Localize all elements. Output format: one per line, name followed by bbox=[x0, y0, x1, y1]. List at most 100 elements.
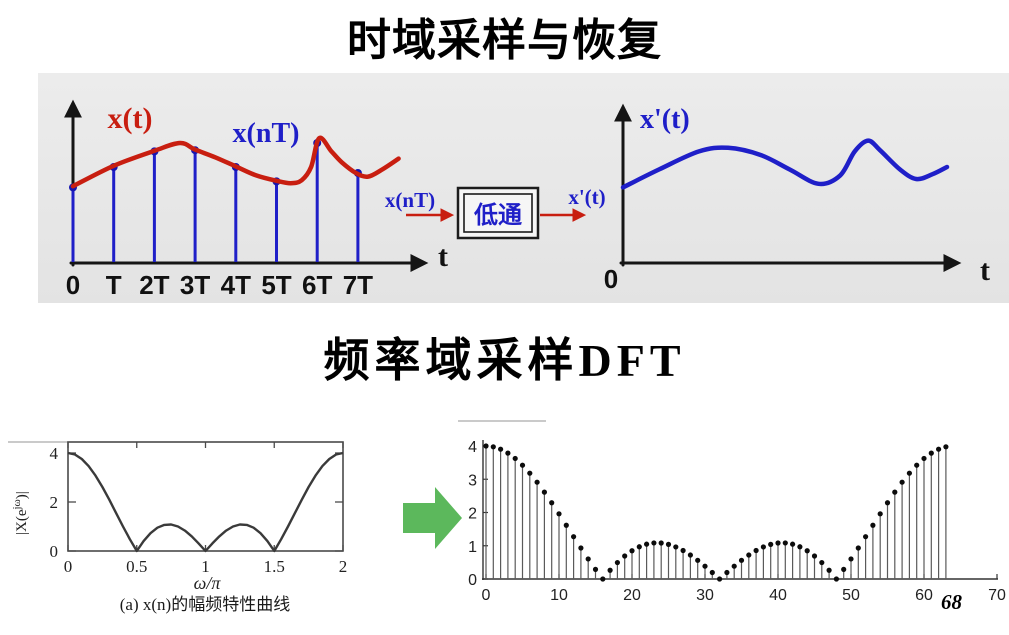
stem-dot bbox=[848, 556, 854, 562]
stem-dot bbox=[921, 455, 927, 462]
stem-dot bbox=[914, 462, 920, 468]
stem-dot bbox=[870, 522, 876, 528]
stem-dot bbox=[490, 444, 496, 450]
stem-dot bbox=[709, 569, 715, 576]
y-tick-label: 4 bbox=[468, 439, 477, 456]
stem-dot bbox=[928, 450, 934, 456]
lowpass-block-inner-border bbox=[463, 193, 533, 233]
axis-ticks: 0 10 20 30 40 50 60 70 0 1 2 3 4 bbox=[468, 439, 1006, 604]
stem-dot bbox=[636, 544, 642, 550]
stem-dot bbox=[505, 450, 511, 456]
recovered-signal-plot: x'(t) 0 t bbox=[604, 103, 990, 294]
stem-dot bbox=[731, 563, 737, 569]
x-axis-label-t: t bbox=[980, 254, 990, 287]
stem-dot bbox=[695, 557, 701, 563]
curve-label-xt: x(t) bbox=[108, 102, 153, 135]
x-tick-label: 70 bbox=[988, 587, 1006, 604]
stem-dot bbox=[585, 556, 591, 562]
figure-caption: (a) x(n)的幅频特性曲线 bbox=[120, 595, 290, 614]
filter-output-label: x'(t) bbox=[568, 185, 605, 209]
stem-dot bbox=[527, 470, 533, 476]
y-tick-label: 0 bbox=[50, 542, 59, 561]
stem-dot bbox=[592, 566, 599, 572]
stem-dot bbox=[622, 553, 628, 559]
y-axis-label: |X(ejω)| bbox=[11, 491, 30, 535]
stem-dot bbox=[797, 544, 803, 550]
stem-dot bbox=[673, 544, 679, 550]
stem-dot bbox=[943, 444, 949, 450]
x-tick-label: 0 bbox=[482, 587, 491, 604]
stem-dot bbox=[892, 489, 898, 495]
stem-dot bbox=[556, 511, 562, 517]
stem-dot bbox=[483, 443, 489, 449]
x-tick-label: 1.5 bbox=[264, 557, 285, 576]
stem-dot bbox=[724, 569, 730, 576]
stem-dot bbox=[906, 470, 912, 476]
stem-dot bbox=[738, 557, 745, 563]
y-tick-label: 4 bbox=[50, 444, 59, 463]
stem-dot bbox=[534, 479, 540, 485]
stem-dot bbox=[855, 545, 861, 551]
sampling-recovery-diagram: x(t) x(nT) 0 T 2T 3T 4T 5T 6T 7T t x(nT) 低通 x'(… bbox=[64, 99, 990, 300]
stem-dot bbox=[687, 552, 693, 558]
stem-dot bbox=[519, 462, 526, 468]
magnitude-curve bbox=[67, 451, 344, 553]
axis-tick-label: 6T bbox=[302, 270, 332, 300]
x-tick-label: 60 bbox=[915, 587, 933, 604]
x-axis-tick-labels: 0 T 2T 3T 4T 5T 6T 7T bbox=[66, 270, 373, 300]
stem-dot bbox=[549, 500, 555, 506]
lowpass-block-label: 低通 bbox=[473, 202, 522, 229]
axis-ticks: 0 0.5 1 1.5 2 0 2 4 bbox=[50, 442, 348, 576]
dtft-magnitude-chart: 0 0.5 1 1.5 2 0 2 4 |X(ejω)| ω/π (a) x(n)的幅频特性曲… bbox=[8, 441, 348, 614]
stem-dot bbox=[877, 511, 883, 517]
stem-dot bbox=[833, 576, 839, 582]
stem-dot bbox=[629, 548, 635, 554]
stem-dot bbox=[651, 540, 657, 546]
stem-dot bbox=[607, 567, 613, 573]
stem-dot bbox=[665, 541, 672, 547]
page-title: 时域采样与恢复 bbox=[347, 16, 662, 65]
curve-label-xpt: x'(t) bbox=[640, 104, 690, 135]
stem-dot bbox=[717, 576, 723, 582]
stem-dot bbox=[782, 540, 788, 546]
dft-stem-chart: 0 10 20 30 40 50 60 70 0 1 2 3 4 bbox=[458, 420, 1006, 604]
stem-dot bbox=[884, 500, 891, 506]
stem-dot bbox=[746, 552, 752, 558]
stem-dot bbox=[498, 446, 504, 452]
x-tick-label: 0 bbox=[64, 557, 73, 576]
x-tick-label: 2 bbox=[339, 557, 348, 576]
stem-dot bbox=[753, 547, 759, 554]
time-sampling-figure: x(t) x(nT) 0 T 2T 3T 4T 5T 6T 7T t x(nT) 低通 x'(… bbox=[38, 73, 1009, 303]
stem-dot bbox=[936, 446, 942, 452]
x-tick-label: 50 bbox=[842, 587, 860, 604]
y-tick-label: 3 bbox=[468, 472, 477, 489]
stem-dot bbox=[899, 479, 905, 485]
section-title: 频率域采样DFT bbox=[323, 335, 686, 386]
stem-dot bbox=[563, 522, 569, 528]
right-arrow-icon bbox=[403, 487, 462, 549]
stem-dot bbox=[819, 559, 825, 566]
x-tick-label: 1 bbox=[201, 557, 210, 576]
y-tick-label: 2 bbox=[468, 506, 477, 523]
x-tick-label: 20 bbox=[623, 587, 641, 604]
y-tick-label: 0 bbox=[468, 572, 477, 589]
sampled-signal-plot: x(t) x(nT) 0 T 2T 3T 4T 5T 6T 7T t bbox=[64, 99, 448, 300]
recovered-signal-curve bbox=[620, 138, 950, 190]
stem-dot bbox=[826, 567, 832, 573]
stem-dot bbox=[841, 566, 847, 572]
stem-dot bbox=[760, 544, 766, 550]
axis-tick-label: T bbox=[106, 270, 122, 300]
stem-dot bbox=[578, 545, 584, 551]
dft-stems bbox=[483, 443, 949, 582]
filter-input-label: x(nT) bbox=[385, 188, 435, 212]
y-tick-label: 2 bbox=[50, 493, 59, 512]
axis-tick-label: 5T bbox=[261, 270, 291, 300]
axis-tick-label: 3T bbox=[180, 270, 210, 300]
plot-frame bbox=[67, 441, 344, 552]
stem-dot bbox=[658, 540, 664, 546]
lowpass-filter-flow: x(nT) 低通 x'(t) bbox=[385, 185, 606, 240]
x-tick-label: 10 bbox=[550, 587, 568, 604]
samples-label-xnt: x(nT) bbox=[233, 118, 300, 149]
axis-tick-label: 4T bbox=[221, 270, 251, 300]
